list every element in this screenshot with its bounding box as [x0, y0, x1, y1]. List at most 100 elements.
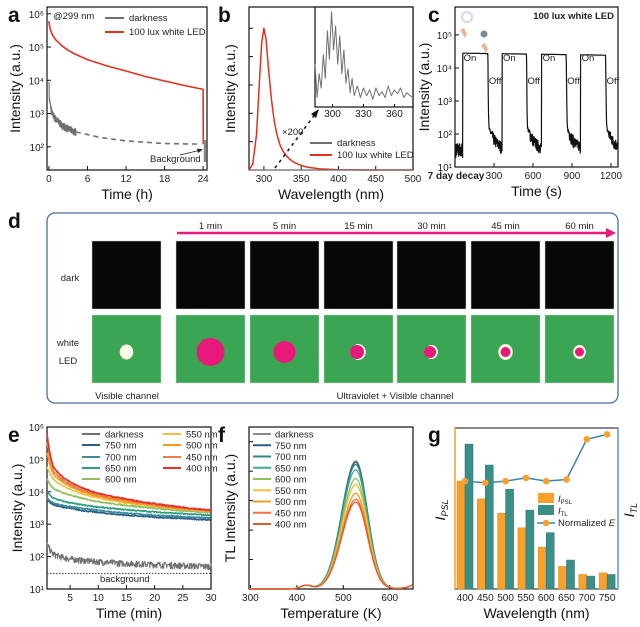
dark-photo — [323, 240, 394, 310]
legend-label-sub: PSL — [561, 500, 573, 506]
legend-label: 600 nm — [105, 475, 137, 486]
white-spot — [119, 344, 134, 360]
time-label: 30 min — [417, 221, 446, 232]
x-tick-label: 750 — [599, 593, 616, 604]
marker-normalized-e — [542, 477, 550, 485]
legend-label-sub: TL — [561, 512, 569, 518]
x-tick-label: 450 — [477, 593, 494, 604]
time-label: 60 min — [565, 221, 594, 232]
legend-label: 550 nm — [186, 430, 218, 441]
panel-letter-f: f — [218, 424, 226, 447]
y-axis-title-left: IPSL — [432, 500, 450, 521]
time-label: 45 min — [491, 221, 520, 232]
series-line-led — [248, 27, 413, 171]
dark-photo — [396, 240, 467, 310]
bar-tl — [606, 574, 616, 590]
y-tick-label: 10⁵ — [437, 31, 452, 42]
dark-photo — [91, 240, 162, 310]
bar-psl — [578, 574, 588, 590]
y-tick-label: 10⁴ — [29, 76, 44, 87]
y-tick-label: 10³ — [30, 520, 45, 531]
legend-label-main: Normalized — [558, 518, 609, 529]
chart-title: 100 lux white LED — [533, 11, 614, 22]
y-tick-label: 10³ — [438, 97, 453, 108]
legend-label: 100 lux white LED — [129, 27, 206, 38]
x-tick-label: 6 — [85, 174, 91, 185]
series-line-450nm — [249, 498, 413, 590]
panel-letter-b: b — [218, 4, 231, 27]
legend-label: darkness — [275, 430, 314, 441]
y-tick-label: 10⁶ — [29, 10, 44, 21]
y-axis-title-main: I — [621, 513, 637, 517]
bar-psl — [497, 513, 506, 590]
marker-normalized-e — [482, 479, 489, 487]
bar-psl — [456, 480, 466, 590]
legend-marker-e — [542, 519, 550, 527]
x-tick-label: 350 — [293, 174, 310, 185]
y-axis-title-sub: PSL — [440, 500, 450, 517]
background-label: background — [100, 574, 150, 585]
x-tick-label: 400 — [457, 593, 474, 604]
legend-label: 550 nm — [275, 486, 307, 497]
inset-x-tick-label: 300 — [324, 109, 341, 120]
inset-series-darkness — [314, 11, 414, 100]
on-label: On — [582, 53, 595, 64]
legend-label: 600 nm — [275, 475, 307, 486]
bar-tl — [566, 559, 575, 590]
panel-g-chart: 400 450 500 550 600 650 700 750 Wavelength (nm) I… — [432, 427, 639, 621]
y-tick-label: 10⁵ — [29, 43, 44, 54]
y-axis-title-sub: TL — [629, 503, 639, 514]
y-tick-label: 10² — [30, 143, 45, 154]
x-tick-label: 500 — [335, 593, 352, 604]
bar-psl — [537, 546, 547, 590]
afterglow-spot — [350, 345, 364, 359]
background-label: Background — [150, 154, 201, 165]
dark-photo — [249, 240, 320, 310]
arrow-head-icon — [197, 148, 203, 153]
series-line-600nm — [46, 478, 211, 514]
series-line-700nm — [46, 497, 211, 520]
on-label: On — [464, 53, 477, 64]
series-line-400nm — [249, 501, 413, 590]
x-tick-label: 24 — [198, 174, 210, 185]
x0-label-7-day-decay: 7 day decay — [428, 171, 485, 182]
bar-psl — [558, 566, 567, 590]
marker-normalized-e — [522, 474, 530, 482]
light-bulb-on-icon — [461, 11, 473, 23]
dark-photo — [470, 240, 541, 310]
series-line-750nm — [46, 498, 211, 522]
x-tick-label: 500 — [497, 593, 514, 604]
bar-psl — [477, 498, 486, 590]
arrow-head-icon — [606, 228, 616, 238]
afterglow-spot — [424, 346, 436, 358]
legend-label-main: I — [558, 494, 561, 505]
legend-label: 450 nm — [186, 453, 218, 464]
panel-letter-d: d — [8, 210, 21, 233]
on-label: On — [503, 53, 516, 64]
x-tick-label: 600 — [538, 593, 555, 604]
y-tick-label: 10² — [30, 553, 45, 564]
series-line-normalized-e — [464, 433, 608, 484]
panel-c-chart: 300 600 900 1200 10¹ 10² 10³ 10⁴ 10⁵ Time (s) Inte… — [416, 6, 623, 199]
legend-swatch-tl — [538, 505, 554, 515]
time-label: 15 min — [344, 221, 373, 232]
bar-tl — [485, 464, 494, 590]
x-tick-label: 300 — [256, 174, 273, 185]
x-tick-label: 600 — [525, 171, 542, 182]
dark-photo — [544, 240, 615, 310]
series-line-400nm — [46, 434, 211, 512]
x-tick-label: 700 — [578, 593, 595, 604]
x-tick-label: 300 — [486, 171, 503, 182]
afterglow-spot — [575, 347, 584, 357]
row-label-dark: dark — [61, 273, 80, 284]
x-tick-label: 400 — [289, 593, 306, 604]
x-tick-label: 30 — [205, 593, 217, 604]
background-arrow — [179, 149, 202, 156]
afterglow-spot — [273, 341, 296, 363]
row-label-white-led: white — [56, 338, 79, 349]
y-tick-label: 10⁵ — [29, 455, 44, 466]
marker-normalized-e — [502, 477, 509, 485]
x-tick-label: 300 — [242, 593, 259, 604]
hand-pointer-icon — [481, 43, 488, 53]
